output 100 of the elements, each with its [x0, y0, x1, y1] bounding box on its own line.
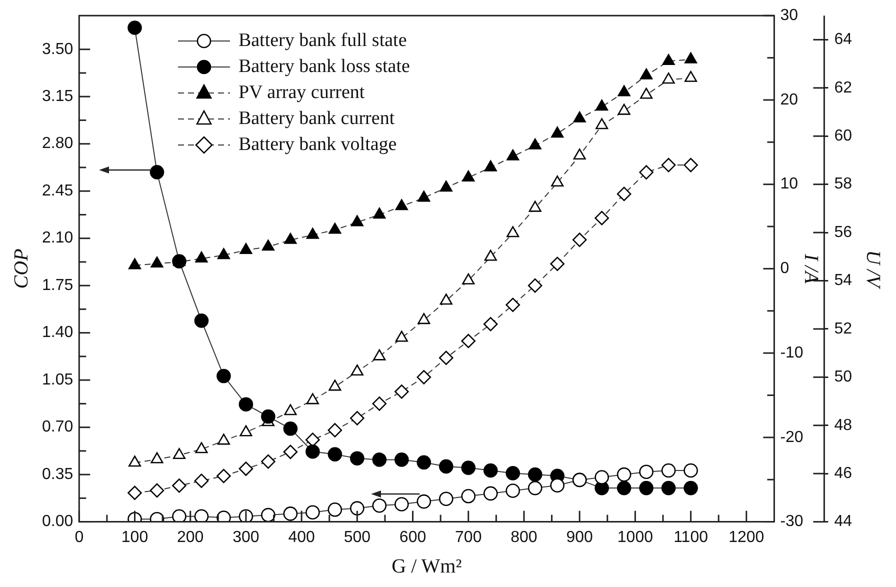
point	[440, 294, 452, 305]
point	[572, 232, 587, 247]
x-tick-label: 700	[455, 528, 482, 546]
point	[216, 368, 231, 384]
y-tick-label: 0.35	[42, 466, 74, 483]
point	[373, 349, 386, 360]
y-tick-label: 2.45	[42, 182, 74, 200]
point	[394, 452, 409, 467]
x-tick-label: 1100	[674, 528, 708, 546]
y2-axis-title: I /A	[800, 252, 822, 284]
point	[551, 126, 564, 138]
point	[506, 484, 520, 498]
point	[639, 464, 654, 480]
point	[616, 467, 632, 482]
y3-tick-label: 58	[834, 176, 852, 193]
point	[373, 208, 386, 219]
point	[172, 448, 186, 460]
point	[217, 434, 230, 445]
legend-label: Battery bank current	[238, 106, 395, 131]
point	[661, 480, 676, 496]
point	[306, 393, 319, 404]
point	[238, 462, 254, 476]
point	[150, 452, 164, 464]
legend-label: Battery bank full state	[238, 28, 407, 53]
point	[639, 480, 654, 496]
point	[662, 72, 675, 84]
point	[484, 250, 497, 261]
y-tick-label: 0.00	[42, 513, 74, 530]
point	[662, 54, 675, 66]
x-tick-label: 400	[288, 528, 316, 546]
point	[328, 423, 342, 438]
point	[306, 444, 320, 459]
point	[616, 480, 632, 496]
point	[462, 273, 475, 284]
x-tick-label: 900	[566, 528, 594, 546]
x-tick-label: 1200	[728, 528, 764, 546]
point	[506, 466, 520, 480]
point	[438, 492, 454, 506]
point	[372, 396, 387, 411]
y2-tick-label: -20	[780, 428, 804, 446]
point	[594, 470, 609, 484]
point	[440, 180, 452, 192]
point	[172, 509, 186, 522]
point	[416, 455, 432, 470]
y2-tick-label: 20	[780, 91, 798, 108]
point	[195, 442, 208, 454]
x-tick-label: 0	[74, 528, 84, 546]
y3-tick-label: 44	[834, 513, 852, 530]
y-tick-label: 3.50	[42, 40, 74, 58]
x-tick-label: 100	[121, 528, 148, 546]
y-tick-label: 1.75	[42, 276, 74, 294]
point	[150, 256, 164, 268]
point	[416, 494, 432, 509]
point	[240, 242, 252, 254]
point	[418, 313, 430, 324]
y-axis-title: COP	[10, 248, 32, 289]
x-tick-label: 300	[232, 528, 260, 546]
point	[594, 210, 609, 226]
point	[128, 456, 142, 467]
y2-tick-label: 10	[780, 176, 798, 193]
point	[484, 160, 497, 172]
point	[550, 478, 564, 493]
point	[573, 148, 586, 160]
point	[350, 364, 364, 376]
point	[328, 447, 342, 462]
point	[350, 501, 364, 516]
x-tick-label: 500	[344, 528, 371, 546]
y3-tick-label: 62	[834, 79, 852, 96]
x-tick-label: 200	[177, 528, 204, 546]
point	[596, 118, 608, 130]
x-tick-label: 800	[510, 528, 538, 546]
point	[684, 70, 698, 82]
point	[640, 68, 653, 80]
y3-axis-title: U /V	[862, 250, 884, 290]
point	[283, 506, 298, 521]
point	[551, 175, 564, 187]
point	[461, 489, 476, 504]
y-tick-label: 3.15	[42, 88, 74, 105]
point	[194, 314, 209, 328]
point	[261, 454, 276, 469]
y3-tick-label: 60	[834, 128, 852, 145]
point	[438, 459, 454, 474]
point	[350, 215, 364, 226]
point	[506, 226, 520, 238]
point	[684, 463, 698, 478]
y2-tick-label: -10	[780, 344, 804, 362]
point	[194, 509, 209, 522]
point	[261, 409, 276, 424]
y2-tick-label: 0	[780, 260, 790, 278]
point	[283, 422, 298, 436]
legend-label: PV array current	[238, 80, 365, 105]
legend-label: Battery bank loss state	[238, 54, 410, 79]
point	[306, 505, 320, 520]
y-tick-label: 0.70	[42, 418, 74, 436]
y3-tick-label: 48	[834, 416, 852, 434]
point	[216, 468, 231, 484]
y2-tick-label: 30	[780, 7, 798, 24]
point	[240, 425, 252, 436]
point	[150, 165, 164, 180]
point	[217, 248, 230, 260]
